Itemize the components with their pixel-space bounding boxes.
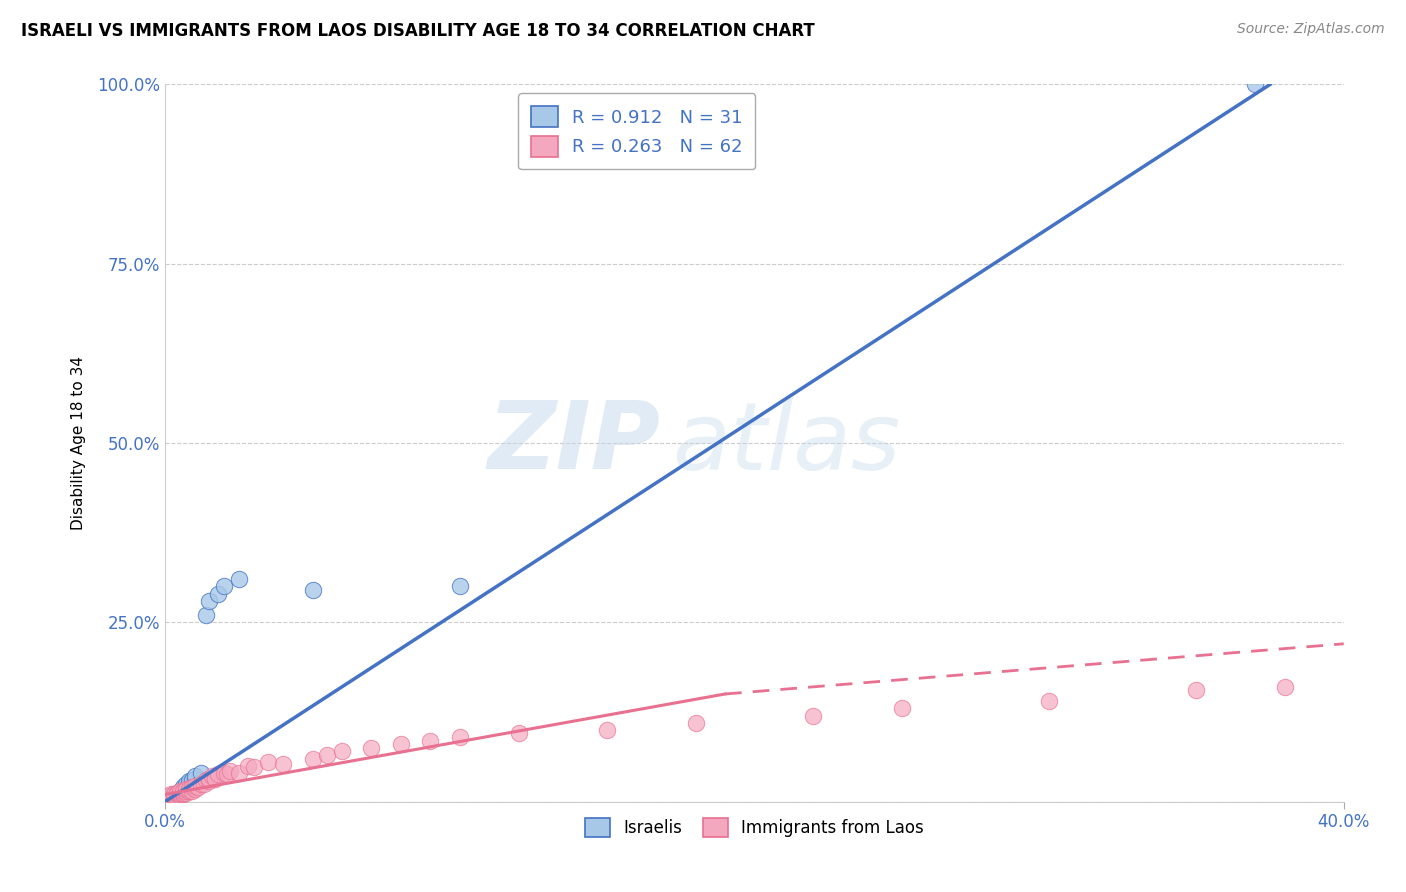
Point bbox=[198, 772, 221, 786]
Point bbox=[166, 789, 188, 804]
Point bbox=[449, 579, 471, 593]
Point bbox=[1038, 694, 1060, 708]
Point bbox=[217, 767, 239, 781]
Point bbox=[177, 781, 200, 796]
Point bbox=[183, 781, 205, 796]
Point bbox=[157, 791, 180, 805]
Point bbox=[174, 781, 197, 796]
Point bbox=[193, 777, 215, 791]
Point bbox=[187, 780, 209, 795]
Point bbox=[212, 579, 235, 593]
Text: ZIP: ZIP bbox=[488, 397, 661, 489]
Point bbox=[163, 789, 186, 803]
Point bbox=[163, 791, 186, 805]
Point bbox=[301, 582, 323, 597]
Point bbox=[163, 789, 186, 803]
Point bbox=[207, 586, 229, 600]
Point bbox=[172, 788, 194, 802]
Point bbox=[228, 765, 250, 780]
Point bbox=[198, 774, 221, 789]
Point bbox=[157, 792, 180, 806]
Point bbox=[169, 789, 191, 803]
Point bbox=[449, 730, 471, 744]
Point bbox=[190, 777, 212, 791]
Point bbox=[419, 733, 441, 747]
Point bbox=[157, 792, 180, 806]
Point bbox=[177, 777, 200, 791]
Point bbox=[166, 789, 188, 803]
Point bbox=[180, 784, 202, 798]
Text: atlas: atlas bbox=[672, 398, 900, 489]
Point bbox=[177, 774, 200, 789]
Point bbox=[169, 786, 191, 800]
Point bbox=[172, 786, 194, 800]
Point bbox=[257, 755, 280, 769]
Point bbox=[157, 789, 180, 803]
Point bbox=[160, 791, 183, 805]
Point bbox=[160, 791, 183, 805]
Point bbox=[163, 791, 186, 805]
Point bbox=[201, 769, 224, 783]
Point bbox=[169, 784, 191, 798]
Point bbox=[508, 726, 530, 740]
Point bbox=[195, 608, 218, 623]
Point bbox=[166, 786, 188, 800]
Y-axis label: Disability Age 18 to 34: Disability Age 18 to 34 bbox=[72, 356, 86, 530]
Point bbox=[169, 784, 191, 798]
Point bbox=[803, 708, 825, 723]
Point bbox=[596, 723, 619, 737]
Text: ISRAELI VS IMMIGRANTS FROM LAOS DISABILITY AGE 18 TO 34 CORRELATION CHART: ISRAELI VS IMMIGRANTS FROM LAOS DISABILI… bbox=[21, 22, 815, 40]
Point bbox=[163, 788, 186, 802]
Point bbox=[183, 772, 205, 786]
Point bbox=[166, 788, 188, 802]
Point bbox=[172, 784, 194, 798]
Point bbox=[195, 773, 218, 788]
Point bbox=[180, 773, 202, 788]
Point bbox=[163, 788, 186, 802]
Point bbox=[242, 760, 264, 774]
Point bbox=[1244, 78, 1267, 92]
Point bbox=[174, 777, 197, 791]
Point bbox=[160, 789, 183, 804]
Point bbox=[204, 772, 226, 786]
Point bbox=[177, 784, 200, 798]
Point bbox=[207, 767, 229, 781]
Point bbox=[198, 594, 221, 608]
Point bbox=[169, 786, 191, 800]
Point bbox=[174, 786, 197, 800]
Point bbox=[1274, 680, 1296, 694]
Point bbox=[183, 769, 205, 783]
Point bbox=[890, 701, 912, 715]
Legend: Israelis, Immigrants from Laos: Israelis, Immigrants from Laos bbox=[579, 811, 931, 844]
Point bbox=[169, 788, 191, 802]
Point bbox=[160, 789, 183, 804]
Point bbox=[330, 744, 353, 758]
Point bbox=[301, 751, 323, 765]
Point bbox=[271, 757, 294, 772]
Point bbox=[180, 780, 202, 795]
Point bbox=[190, 765, 212, 780]
Point bbox=[183, 779, 205, 793]
Point bbox=[212, 765, 235, 780]
Text: Source: ZipAtlas.com: Source: ZipAtlas.com bbox=[1237, 22, 1385, 37]
Point bbox=[155, 792, 177, 806]
Point bbox=[360, 740, 382, 755]
Point bbox=[172, 780, 194, 795]
Point bbox=[166, 788, 188, 802]
Point bbox=[172, 784, 194, 798]
Point bbox=[389, 737, 412, 751]
Point bbox=[219, 764, 242, 779]
Point bbox=[316, 747, 339, 762]
Point bbox=[169, 788, 191, 802]
Point bbox=[236, 758, 259, 772]
Point bbox=[1185, 683, 1208, 698]
Point bbox=[160, 788, 183, 802]
Point bbox=[685, 715, 707, 730]
Point bbox=[174, 781, 197, 796]
Point bbox=[155, 791, 177, 805]
Point bbox=[174, 784, 197, 798]
Point bbox=[228, 572, 250, 586]
Point bbox=[160, 791, 183, 805]
Point bbox=[157, 791, 180, 805]
